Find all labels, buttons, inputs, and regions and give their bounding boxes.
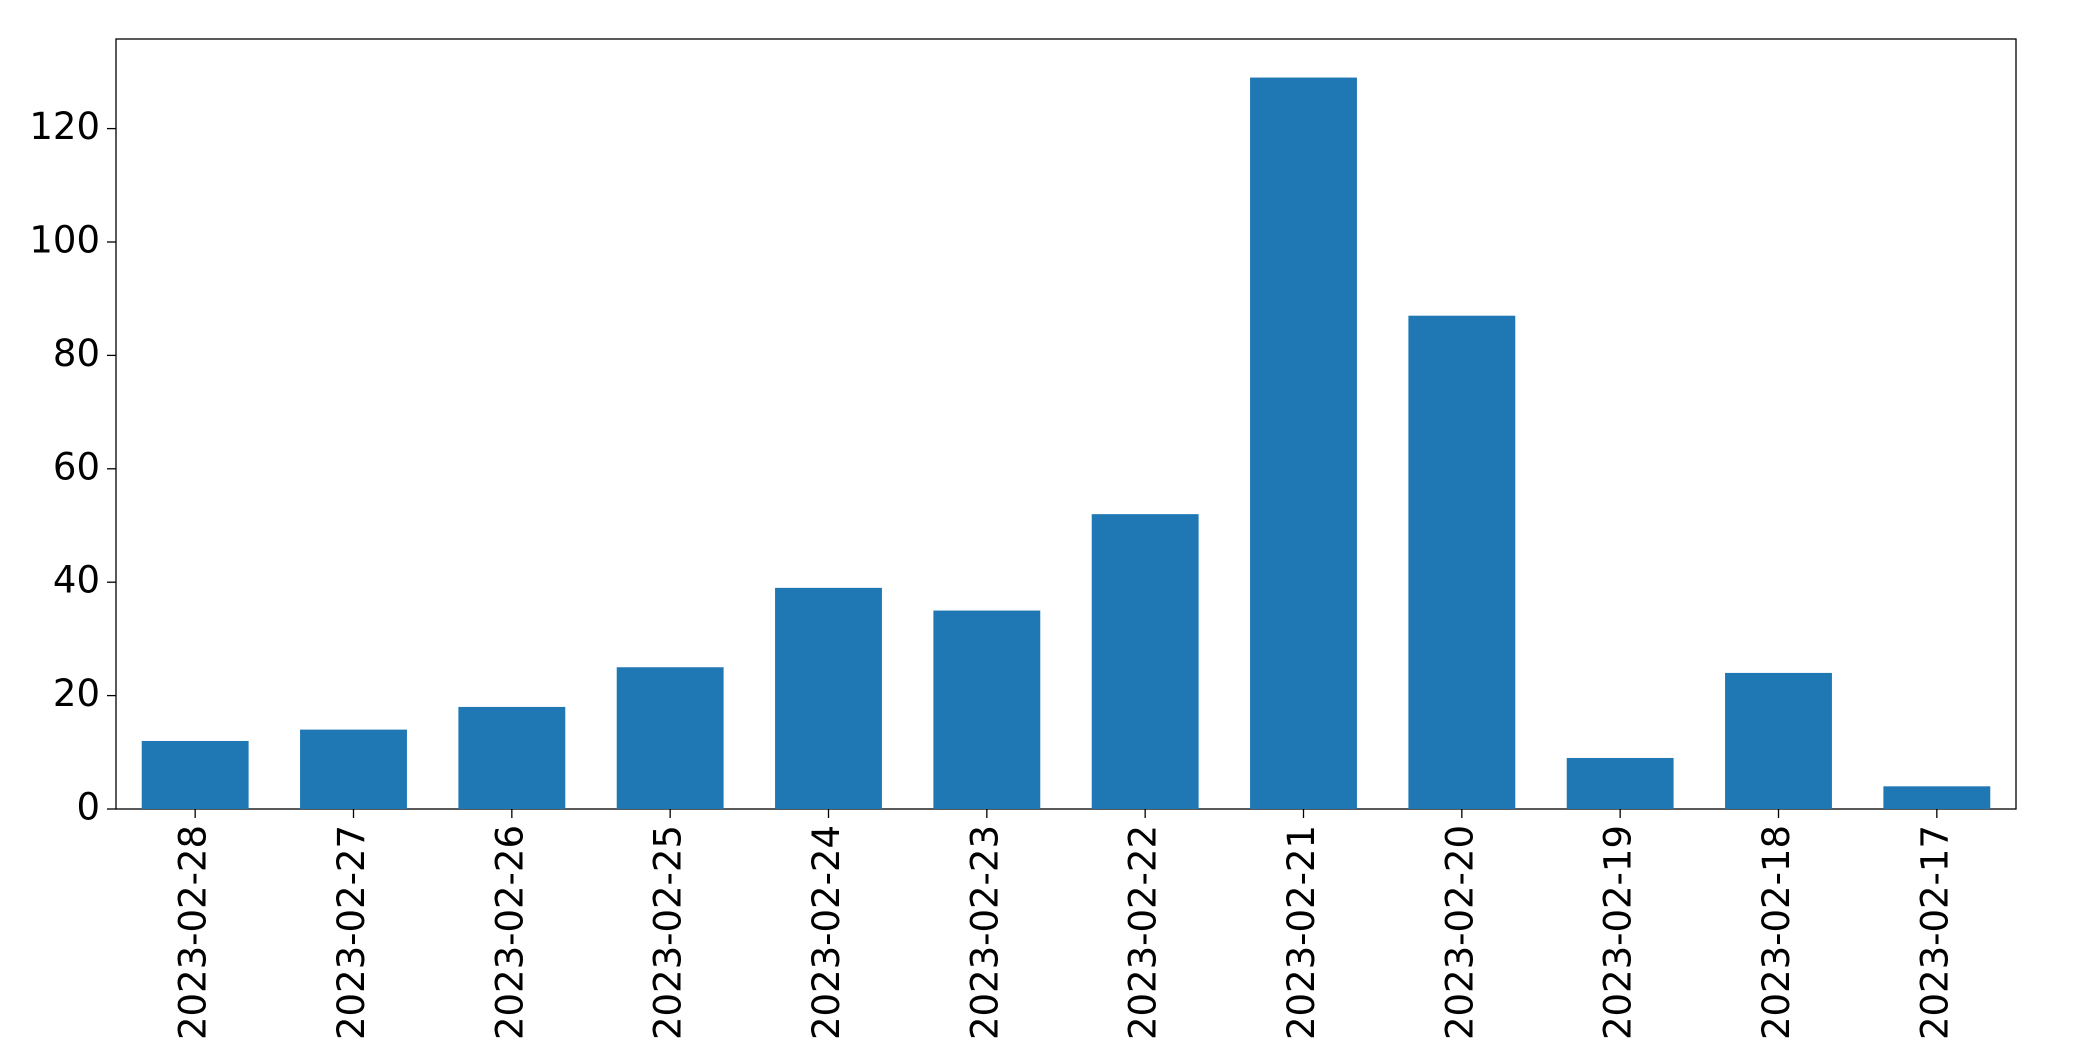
- bar: [1566, 757, 1674, 809]
- x-tick-label: 2023-02-22: [1122, 825, 1165, 1040]
- bar: [1883, 786, 1991, 809]
- x-tick-label: 2023-02-23: [963, 825, 1006, 1040]
- bar: [300, 729, 407, 809]
- x-tick-label: 2023-02-21: [1280, 825, 1323, 1040]
- x-tick-label: 2023-02-24: [805, 825, 848, 1040]
- y-tick-label: 20: [53, 672, 100, 715]
- x-tick-label: 2023-02-25: [647, 825, 690, 1040]
- bar: [933, 610, 1041, 809]
- bar: [1091, 514, 1199, 809]
- y-tick-label: 40: [53, 559, 100, 602]
- x-tick-label: 2023-02-28: [172, 825, 215, 1040]
- bar: [775, 587, 882, 809]
- y-tick-label: 80: [53, 332, 100, 375]
- bar: [1250, 77, 1357, 809]
- bar: [1408, 315, 1516, 809]
- y-tick-label: 60: [53, 445, 100, 488]
- bar: [1725, 672, 1832, 809]
- x-tick-label: 2023-02-26: [488, 825, 531, 1040]
- x-tick-label: 2023-02-20: [1438, 825, 1481, 1040]
- x-tick-label: 2023-02-19: [1597, 825, 1640, 1040]
- y-tick-label: 100: [29, 218, 100, 261]
- y-tick-label: 0: [76, 786, 100, 829]
- bar: [141, 740, 249, 809]
- x-tick-label: 2023-02-27: [330, 825, 373, 1040]
- x-tick-label: 2023-02-17: [1913, 825, 1956, 1040]
- y-tick-label: 120: [29, 105, 100, 148]
- axes-frame: [115, 38, 2017, 810]
- bar: [458, 706, 566, 809]
- bar: [616, 667, 724, 809]
- x-tick-label: 2023-02-18: [1755, 825, 1798, 1040]
